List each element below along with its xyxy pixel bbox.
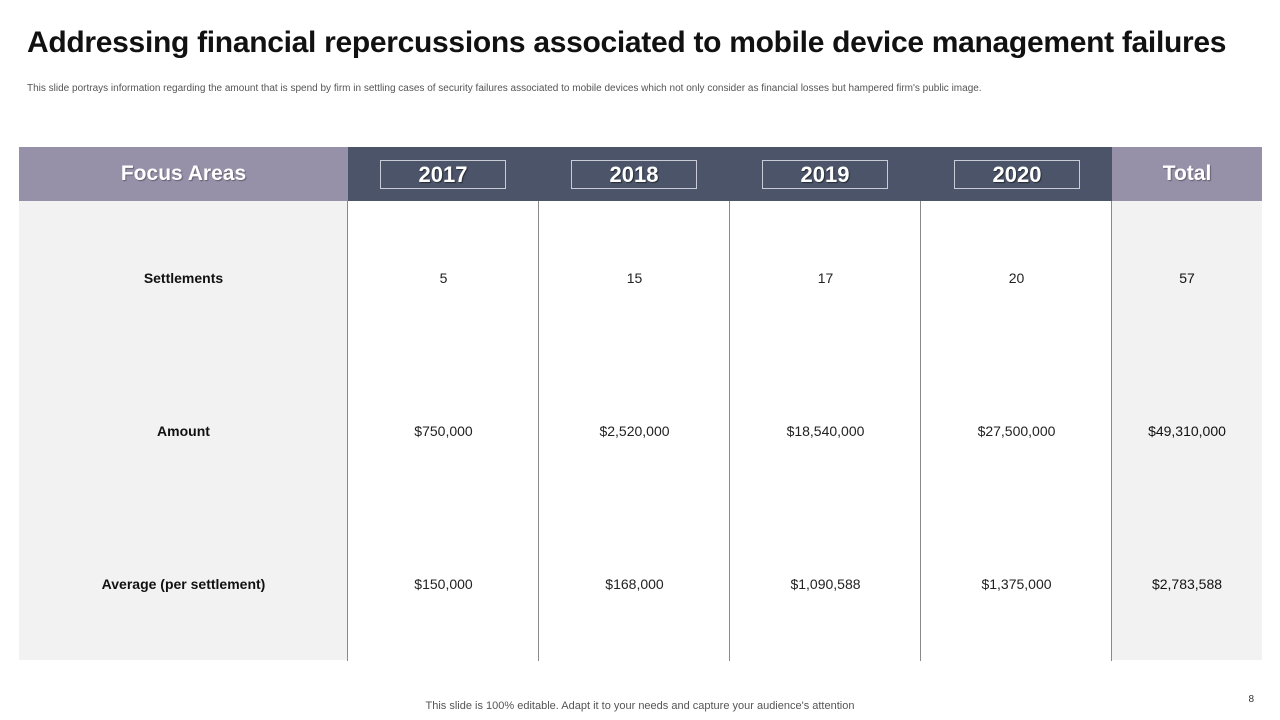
table-header-row: Focus Areas 2017 2018 2019 2020 Total [19, 147, 1262, 201]
header-year-2018: 2018 [571, 160, 697, 189]
table-cell: 20 [921, 201, 1112, 354]
header-focus-areas: Focus Areas [19, 147, 348, 201]
slide-footer: This slide is 100% editable. Adapt it to… [0, 700, 1280, 712]
table-cell: $27,500,000 [921, 354, 1112, 507]
table-cell: $1,090,588 [730, 507, 921, 660]
table-cell: $150,000 [348, 507, 539, 660]
row-label: Settlements [19, 201, 348, 354]
header-year-2017: 2017 [380, 160, 506, 189]
header-year-2020: 2020 [954, 160, 1080, 189]
table-cell: 5 [348, 201, 539, 354]
table-row-average: Average (per settlement) $150,000 $168,0… [19, 507, 1262, 660]
row-total: $49,310,000 [1112, 354, 1262, 507]
column-divider [920, 201, 921, 661]
column-divider [729, 201, 730, 661]
row-total: $2,783,588 [1112, 507, 1262, 660]
column-divider [538, 201, 539, 661]
table-cell: $1,375,000 [921, 507, 1112, 660]
table-cell: $2,520,000 [539, 354, 730, 507]
table-cell: $168,000 [539, 507, 730, 660]
table-cell: 15 [539, 201, 730, 354]
row-label: Average (per settlement) [19, 507, 348, 660]
column-divider [347, 201, 348, 661]
table-cell: 17 [730, 201, 921, 354]
row-total: 57 [1112, 201, 1262, 354]
header-years: 2017 2018 2019 2020 [348, 147, 1112, 201]
table-cell: $18,540,000 [730, 354, 921, 507]
header-year-2019: 2019 [762, 160, 888, 189]
financial-table: Focus Areas 2017 2018 2019 2020 Total Se… [19, 147, 1262, 661]
table-cell: $750,000 [348, 354, 539, 507]
page-number: 8 [1248, 694, 1254, 705]
header-total: Total [1112, 147, 1262, 201]
table-row-settlements: Settlements 5 15 17 20 57 [19, 201, 1262, 354]
slide-subtitle: This slide portrays information regardin… [27, 83, 982, 94]
row-label: Amount [19, 354, 348, 507]
footer-text: This slide is 100% editable. Adapt it to… [425, 700, 855, 712]
slide-title: Addressing financial repercussions assoc… [27, 26, 1227, 59]
table-row-amount: Amount $750,000 $2,520,000 $18,540,000 $… [19, 354, 1262, 507]
column-divider [1111, 201, 1112, 661]
